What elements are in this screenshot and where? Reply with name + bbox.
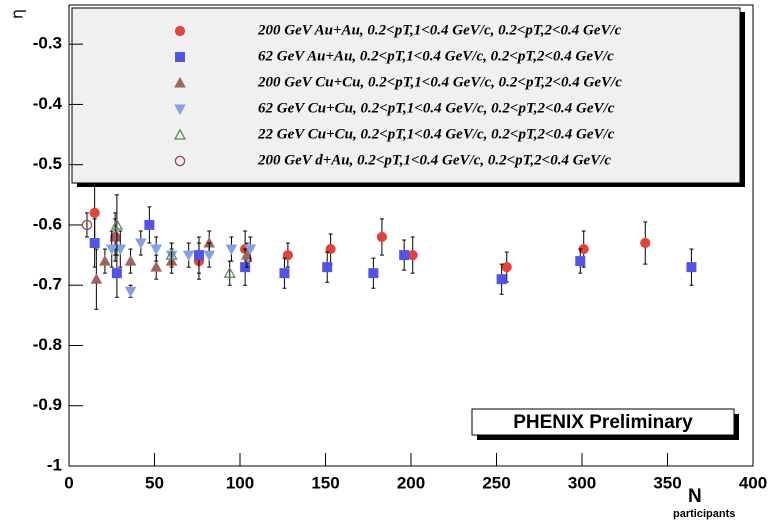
- legend-label: 62 GeV Au+Au, 0.2<pT,1<0.4 GeV/c, 0.2<pT…: [258, 48, 614, 64]
- y-tick-label: -0.5: [33, 154, 62, 173]
- data-point: [279, 268, 290, 279]
- data-point: [193, 250, 204, 261]
- data-point: [105, 244, 118, 256]
- annotation: PHENIX Preliminary: [513, 412, 693, 433]
- y-tick-label: -0.4: [33, 94, 63, 113]
- data-point: [640, 237, 651, 249]
- x-axis-label: N: [688, 486, 702, 507]
- data-point: [240, 249, 253, 260]
- data-point: [165, 248, 178, 260]
- legend-label: 22 GeV Cu+Cu, 0.2<pT,1<0.4 GeV/c, 0.2<pT…: [257, 126, 615, 142]
- data-point: [399, 250, 410, 261]
- data-point: [150, 244, 163, 256]
- legend-label: 200 GeV d+Au, 0.2<pT,1<0.4 GeV/c, 0.2<pT…: [257, 152, 611, 168]
- y-tick-label: -0.9: [33, 395, 62, 414]
- legend-marker: [175, 52, 185, 62]
- data-point: [124, 286, 137, 298]
- data-point: [496, 274, 507, 285]
- data-point: [686, 262, 697, 273]
- data-point: [203, 250, 216, 262]
- data-point: [110, 218, 123, 230]
- data-point: [99, 255, 111, 266]
- data-point: [282, 249, 293, 261]
- legend-marker: [174, 25, 186, 37]
- data-point: [90, 273, 103, 284]
- data-point: [225, 244, 238, 256]
- data-point: [150, 261, 163, 272]
- y-tick-label: -0.7: [33, 275, 62, 294]
- data-point: [124, 255, 137, 266]
- x-axis-label-subscript: participants: [673, 508, 735, 520]
- data-point: [223, 266, 236, 278]
- data-point: [244, 244, 257, 256]
- y-tick-label: -1: [47, 455, 62, 474]
- legend-marker: [173, 128, 187, 140]
- data-point: [575, 256, 586, 267]
- x-tick-label: 150: [311, 473, 339, 492]
- y-tick-label: -0.3: [33, 34, 62, 53]
- legend-label: 200 GeV Cu+Cu, 0.2<pT,1<0.4 GeV/c, 0.2<p…: [257, 74, 622, 90]
- data-point: [109, 230, 122, 242]
- x-tick-label: 250: [482, 473, 510, 492]
- data-point: [407, 249, 418, 261]
- data-point: [81, 219, 93, 231]
- data-point: [144, 219, 155, 230]
- legend-marker: [174, 155, 186, 167]
- x-tick-label: 200: [397, 473, 425, 492]
- y-tick-label: -0.8: [33, 335, 62, 354]
- x-tick-label: 350: [653, 473, 681, 492]
- annotation-box: [471, 408, 735, 436]
- legend: [71, 7, 741, 184]
- legend-label: 200 GeV Au+Au, 0.2<pT,1<0.4 GeV/c, 0.2<p…: [257, 22, 622, 38]
- data-point: [114, 244, 127, 256]
- legend-marker: [174, 76, 186, 88]
- x-tick-label: 0: [64, 473, 73, 492]
- x-tick-label: 400: [739, 473, 767, 492]
- data-point: [134, 238, 147, 250]
- data-point: [325, 243, 336, 255]
- legend-label: 62 GeV Cu+Cu, 0.2<pT,1<0.4 GeV/c, 0.2<pT…: [258, 100, 615, 116]
- data-point: [111, 268, 122, 279]
- x-tick-label: 50: [145, 473, 164, 492]
- y-axis-label: η: [8, 9, 27, 19]
- y-tick-label: -0.6: [33, 214, 62, 233]
- data-point: [501, 262, 512, 273]
- data-point: [89, 238, 100, 249]
- x-tick-label: 300: [568, 473, 596, 492]
- data-point: [89, 207, 100, 219]
- data-point: [368, 268, 379, 279]
- data-point: [322, 262, 333, 273]
- x-tick-label: 100: [226, 473, 254, 492]
- legend-marker: [174, 104, 186, 116]
- data-point: [376, 231, 388, 243]
- data-point: [182, 250, 195, 262]
